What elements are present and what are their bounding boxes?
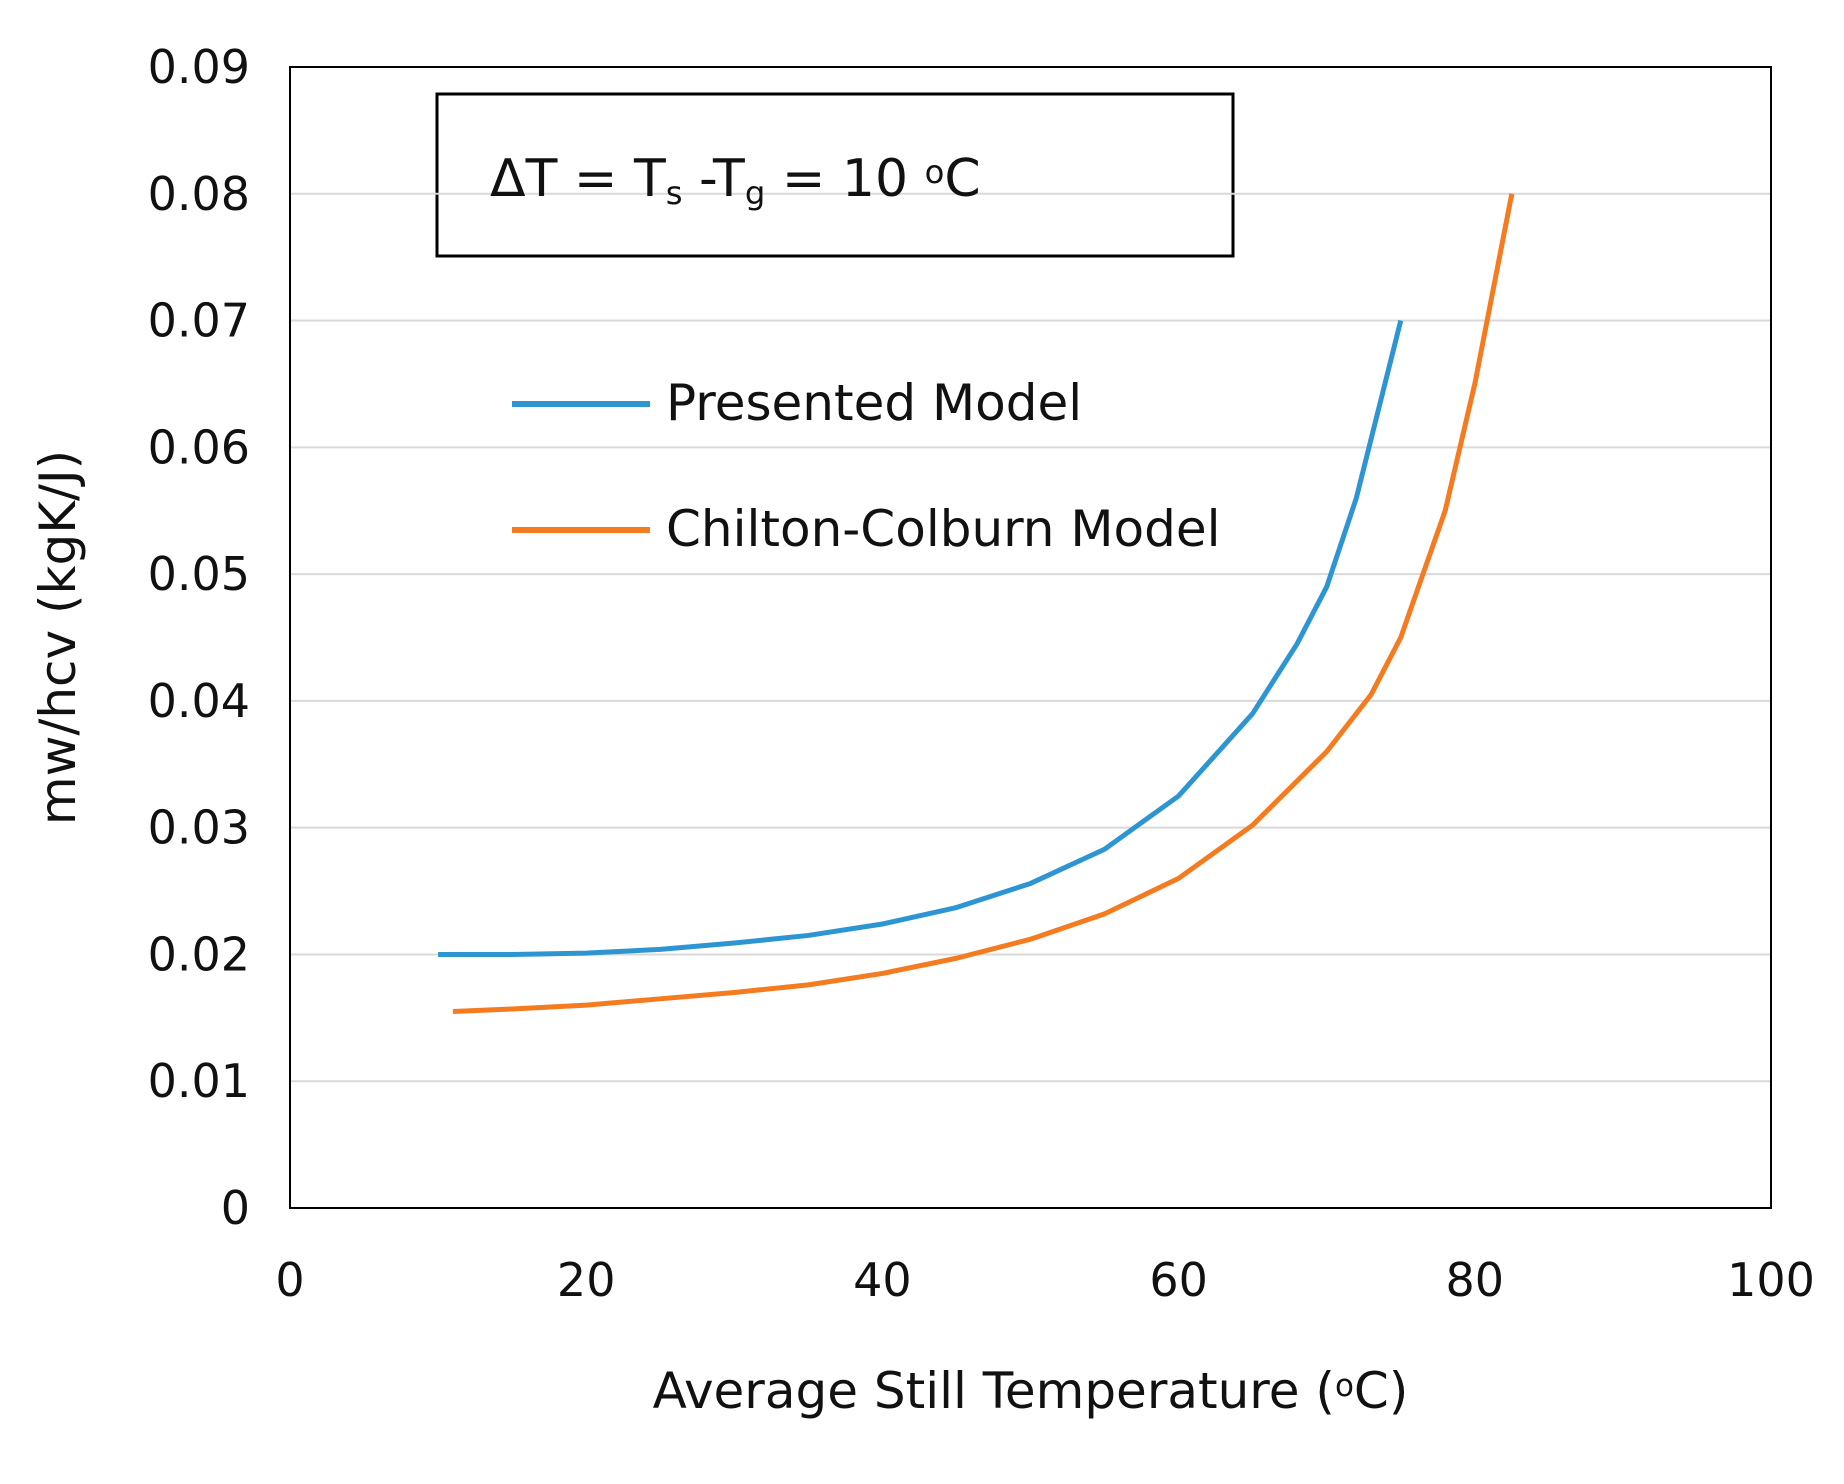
x-tick-label: 40 <box>853 1253 912 1307</box>
y-tick-label: 0.09 <box>148 40 250 94</box>
plot-frame <box>289 66 1772 1209</box>
y-tick-label: 0.01 <box>148 1054 250 1108</box>
y-tick-label: 0.08 <box>148 167 250 221</box>
line <box>438 319 1404 957</box>
y-tick-label: 0.06 <box>148 420 250 474</box>
x-axis-title-part: o <box>1335 1368 1354 1404</box>
annotation-part: o <box>925 153 945 191</box>
annotation-part: s <box>666 174 683 212</box>
y-tick-label: 0.04 <box>148 674 250 728</box>
annotation-part: -T <box>683 149 746 209</box>
y-axis-title: mw/hcv (kgK/J) <box>29 450 87 825</box>
x-tick-label: 60 <box>1149 1253 1208 1307</box>
annotation-part: C <box>944 149 980 209</box>
legend-label: Presented Model <box>666 374 1082 432</box>
x-tick-label: 20 <box>557 1253 616 1307</box>
y-tick-label: 0.02 <box>148 927 250 981</box>
y-tick-label: 0.03 <box>148 801 250 855</box>
y-tick-label: 0.05 <box>148 547 250 601</box>
x-axis-title: Average Still Temperature (oC) <box>653 1362 1409 1420</box>
annotation-part: = 10 <box>765 149 924 209</box>
x-axis-title-part: Average Still Temperature ( <box>653 1362 1335 1420</box>
annotation-part: g <box>745 174 765 212</box>
annotation: ΔT = Ts -Tg = 10 oC <box>490 149 981 212</box>
line <box>452 193 1515 1014</box>
y-tick-label: 0 <box>221 1181 250 1235</box>
annotation-part: ΔT = T <box>490 149 666 209</box>
legend-label: Chilton-Colburn Model <box>666 500 1221 558</box>
x-axis-title-part: C) <box>1354 1362 1408 1420</box>
x-tick-label: 80 <box>1446 1253 1505 1307</box>
y-tick-label: 0.07 <box>148 294 250 348</box>
annotation-box <box>435 92 1235 258</box>
x-tick-label: 0 <box>275 1253 304 1307</box>
x-tick-label: 100 <box>1727 1253 1815 1307</box>
